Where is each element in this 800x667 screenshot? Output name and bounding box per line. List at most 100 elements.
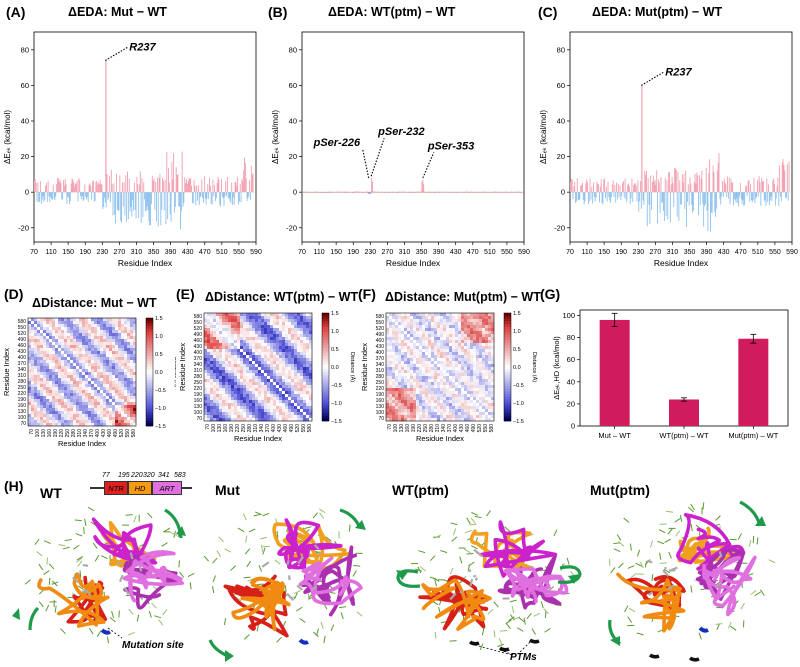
heat-cell (124, 417, 128, 421)
heat-cell (452, 409, 456, 413)
heat-cell (476, 328, 480, 332)
heat-cell (243, 334, 247, 338)
bar (468, 192, 470, 193)
heat-cell (255, 388, 259, 392)
heat-cell (479, 340, 483, 344)
bar (599, 186, 601, 193)
colorbar-cell (322, 313, 329, 316)
heat-cell (476, 382, 480, 386)
bar (241, 178, 243, 193)
heat-cell (419, 412, 423, 416)
bar (610, 192, 612, 198)
bar (356, 191, 358, 193)
heat-cell (488, 403, 492, 407)
heat-cell (219, 409, 223, 413)
heat-cell (395, 313, 399, 317)
heat-cell (434, 367, 438, 371)
heat-cell (407, 316, 411, 320)
heat-cell (261, 355, 265, 359)
heat-cell (392, 370, 396, 374)
heat-cell (52, 318, 56, 322)
heat-cell (309, 415, 313, 419)
heat-cell (243, 343, 247, 347)
heat-cell (237, 334, 241, 338)
heat-cell (476, 409, 480, 413)
bar (698, 175, 700, 193)
heat-cell (392, 385, 396, 389)
heat-cell (106, 357, 110, 361)
heat-cell (133, 345, 137, 349)
bar (180, 192, 181, 230)
heat-cell (43, 351, 47, 355)
heat-cell (225, 319, 229, 323)
heat-cell (410, 337, 414, 341)
heat-cell (440, 418, 444, 422)
x-tick-label: 230 (632, 249, 644, 256)
bar (147, 192, 149, 210)
heat-cell (49, 405, 53, 409)
bar (728, 177, 730, 193)
heat-cell (479, 391, 483, 395)
heat-cell (431, 394, 435, 398)
heat-cell (64, 372, 68, 376)
heat-cell (67, 399, 71, 403)
heat-cell (210, 364, 214, 368)
heat-cell (225, 364, 229, 368)
heat-cell (261, 394, 265, 398)
colorbar-cell (146, 342, 153, 346)
heat-cell (270, 343, 274, 347)
heat-cell (124, 420, 128, 424)
bar (745, 186, 746, 193)
heat-cell (479, 337, 483, 341)
heat-cell (264, 397, 268, 401)
bar (630, 192, 632, 199)
heat-cell (88, 402, 92, 406)
heat-cell (97, 363, 101, 367)
heat-cell (127, 408, 131, 412)
heat-cell (413, 316, 417, 320)
heat-cell (61, 366, 65, 370)
heat-cell (404, 415, 408, 419)
heat-cell (234, 382, 238, 386)
heat-cell (225, 322, 229, 326)
y-tick-label: 40 (21, 116, 29, 125)
bar (658, 182, 660, 193)
heat-cell (446, 349, 450, 353)
heat-cell (455, 340, 459, 344)
heat-cell (79, 366, 83, 370)
heat-cell (207, 394, 211, 398)
heat-cell (204, 397, 208, 401)
heat-cell (398, 400, 402, 404)
heat-cell (70, 405, 74, 409)
heat-cell (491, 400, 495, 404)
bar (36, 192, 38, 203)
heat-cell (130, 318, 134, 322)
heat-cell (276, 418, 280, 422)
y-tick-label: 130 (194, 404, 203, 410)
heat-cell (470, 343, 474, 347)
heat-cell (28, 345, 32, 349)
bar (34, 179, 36, 193)
heat-cell (309, 343, 313, 347)
heat-cell (210, 388, 214, 392)
heat-cell (118, 417, 122, 421)
heat-cell (267, 397, 271, 401)
heat-cell (294, 376, 298, 380)
y-tick-label: 190 (18, 397, 27, 403)
heat-cell (261, 409, 265, 413)
heat-cell (28, 360, 32, 364)
heat-cell (282, 343, 286, 347)
heat-cell (410, 322, 414, 326)
bar (374, 191, 376, 193)
bar (701, 170, 703, 193)
heat-cell (428, 352, 432, 356)
heat-cell (240, 313, 244, 317)
heat-cell (276, 367, 280, 371)
bar (92, 180, 94, 193)
heat-cell (461, 373, 465, 377)
heat-cell (255, 355, 259, 359)
bar (218, 179, 220, 193)
heat-cell (34, 375, 38, 379)
heat-cell (85, 321, 89, 325)
heat-cell (258, 352, 262, 356)
